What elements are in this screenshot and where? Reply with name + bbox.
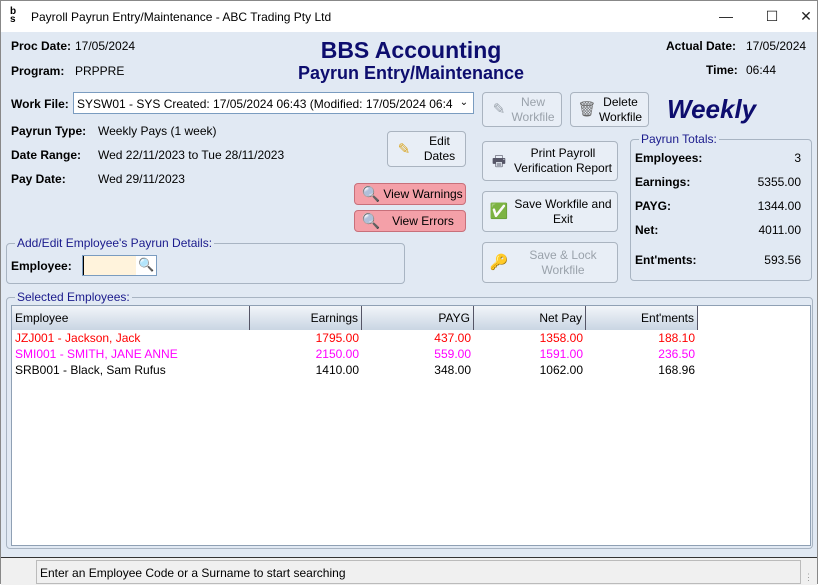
search-icon[interactable]: 🔍	[138, 257, 155, 272]
time-label: Time:	[706, 63, 738, 77]
chevron-down-icon[interactable]: ⌄	[455, 93, 473, 113]
totals-value: 4011.00	[758, 223, 802, 237]
edit-dates-button[interactable]: ✎ Edit Dates	[387, 131, 466, 167]
pay-date-label: Pay Date:	[11, 172, 66, 186]
totals-value: 1344.00	[757, 199, 801, 213]
cell-net: 1591.00	[539, 347, 583, 361]
delete-workfile-button[interactable]: 🗑 Delete Workfile	[570, 92, 649, 127]
proc-date-value: 17/05/2024	[75, 39, 136, 53]
column-header[interactable]: Ent'ments	[586, 306, 698, 330]
pay-date-value: Wed 29/11/2023	[98, 172, 185, 186]
column-header[interactable]: Net Pay	[474, 306, 586, 330]
magnifier-icon: 🔍	[361, 185, 381, 203]
cell-entments: 168.96	[658, 363, 695, 377]
date-range-value: Wed 22/11/2023 to Tue 28/11/2023	[98, 148, 285, 162]
table-row[interactable]: SRB001 - Black, Sam Rufus 1410.00 348.00 10…	[12, 362, 698, 378]
employee-input[interactable]: 🔍	[82, 255, 157, 276]
cell-net: 1358.00	[539, 331, 583, 345]
close-button[interactable]: ✕	[800, 8, 812, 24]
totals-label: Ent'ments:	[635, 253, 697, 267]
totals-value: 5355.00	[757, 175, 801, 189]
window-title: Payroll Payrun Entry/Maintenance - ABC T…	[31, 10, 332, 24]
actual-date-label: Actual Date:	[666, 39, 737, 53]
program-value: PRPPRE	[75, 64, 125, 78]
status-text: Enter an Employee Code or a Surname to s…	[36, 560, 801, 584]
save-exit-button[interactable]: ✅ Save Workfile and Exit	[482, 191, 618, 232]
new-workfile-button[interactable]: ✎ New Workfile	[482, 92, 562, 127]
cell-net: 1062.00	[539, 363, 583, 377]
key-icon: 🔑	[489, 254, 509, 271]
cell-payg: 559.00	[434, 347, 471, 361]
app-title: BBS Accounting	[320, 37, 502, 63]
payrun-totals-group: Payrun Totals: Employees: 3 Earnings: 5355.…	[630, 132, 812, 281]
selected-employees-group: Selected Employees:	[6, 290, 813, 549]
printer-icon: 🖶	[491, 152, 507, 170]
payrun-type-value: Weekly Pays (1 week)	[98, 124, 217, 138]
minimize-button[interactable]: —	[719, 8, 733, 24]
trash-icon: 🗑	[577, 101, 597, 118]
employee-label: Employee:	[11, 259, 72, 273]
payrun-frequency: Weekly	[667, 94, 757, 124]
column-header[interactable]: PAYG	[362, 306, 474, 330]
print-report-button[interactable]: 🖶 Print Payroll Verification Report	[482, 141, 618, 181]
cell-payg: 437.00	[434, 331, 471, 345]
totals-value: 593.56	[764, 253, 801, 267]
resize-grip-icon[interactable]: ⋮	[804, 572, 813, 582]
program-label: Program:	[11, 64, 65, 78]
view-errors-button[interactable]: 🔍 View Errors	[354, 210, 466, 232]
new-file-icon: ✎	[492, 101, 506, 118]
view-warnings-button[interactable]: 🔍 View Warnings	[354, 183, 466, 205]
column-header[interactable]: Employee	[12, 306, 250, 330]
time-value: 06:44	[746, 63, 777, 77]
payrun-type-label: Payrun Type:	[11, 124, 87, 138]
cell-employee: JZJ001 - Jackson, Jack	[15, 331, 141, 345]
work-file-value: SYSW01 - SYS Created: 17/05/2024 06:43 (…	[77, 97, 453, 111]
status-bar: Enter an Employee Code or a Surname to s…	[1, 557, 817, 585]
cell-employee: SRB001 - Black, Sam Rufus	[15, 363, 166, 377]
magnifier-icon: 🔍	[361, 212, 381, 230]
employee-group: Add/Edit Employee's Payrun Details: Empl…	[6, 236, 405, 284]
cell-earnings: 1410.00	[315, 363, 359, 377]
cell-entments: 188.10	[658, 331, 695, 345]
totals-value: 3	[794, 151, 801, 165]
work-file-label: Work File:	[11, 97, 69, 111]
cell-payg: 348.00	[434, 363, 471, 377]
column-header[interactable]: Earnings	[250, 306, 362, 330]
totals-label: Net:	[635, 223, 659, 237]
work-file-select[interactable]: SYSW01 - SYS Created: 17/05/2024 06:43 (…	[73, 92, 474, 114]
totals-label: Earnings:	[635, 175, 691, 189]
save-lock-button[interactable]: 🔑 Save & Lock Workfile	[482, 242, 618, 283]
date-range-label: Date Range:	[11, 148, 82, 162]
cell-earnings: 2150.00	[315, 347, 359, 361]
proc-date-label: Proc Date:	[11, 39, 72, 53]
notepad-edit-icon: ✎	[397, 140, 411, 158]
totals-label: Employees:	[635, 151, 703, 165]
save-check-icon: ✅	[489, 203, 509, 220]
cell-earnings: 1795.00	[315, 331, 359, 345]
totals-label: PAYG:	[635, 199, 672, 213]
cell-entments: 236.50	[658, 347, 695, 361]
maximize-button[interactable]: ☐	[765, 8, 779, 24]
actual-date-value: 17/05/2024	[746, 39, 807, 53]
table-row[interactable]: SMI001 - SMITH, JANE ANNE 2150.00 559.00 15…	[12, 346, 698, 362]
cell-employee: SMI001 - SMITH, JANE ANNE	[15, 347, 178, 361]
employees-table[interactable]: Employee Earnings PAYG Net Pay Ent'ments JZJ0…	[11, 305, 811, 546]
table-row[interactable]: JZJ001 - Jackson, Jack 1795.00 437.00 1358.…	[12, 330, 698, 346]
page-title: Payrun Entry/Maintenance	[297, 63, 525, 83]
